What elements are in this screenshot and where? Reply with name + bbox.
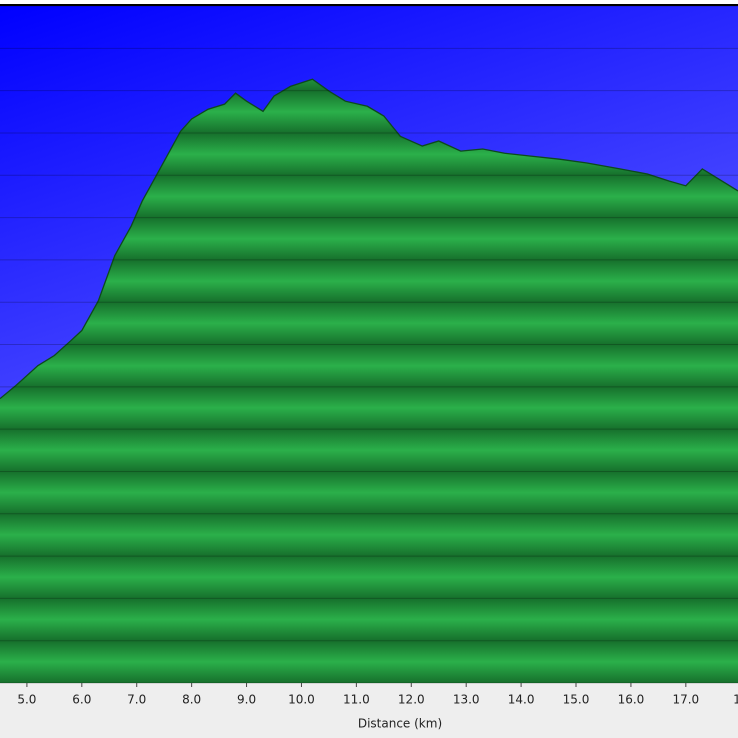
x-tick-label: 5.0 <box>17 693 36 707</box>
x-tick-label: 18 <box>733 693 738 707</box>
x-tick-label: 11.0 <box>343 693 370 707</box>
x-tick-label: 7.0 <box>127 693 146 707</box>
top-margin <box>0 0 738 5</box>
x-tick-label: 14.0 <box>508 693 535 707</box>
x-tick-label: 13.0 <box>453 693 480 707</box>
elevation-area <box>0 79 738 683</box>
x-tick-label: 12.0 <box>398 693 425 707</box>
x-tick-label: 16.0 <box>618 693 645 707</box>
x-tick-label: 10.0 <box>288 693 315 707</box>
x-axis-title: Distance (km) <box>358 717 442 731</box>
x-tick-label: 8.0 <box>182 693 201 707</box>
axis-area <box>0 683 738 738</box>
x-tick-label: 6.0 <box>72 693 91 707</box>
x-tick-label: 17.0 <box>672 693 699 707</box>
x-tick-label: 9.0 <box>237 693 256 707</box>
x-tick-label: 15.0 <box>563 693 590 707</box>
elevation-line <box>0 78 738 400</box>
